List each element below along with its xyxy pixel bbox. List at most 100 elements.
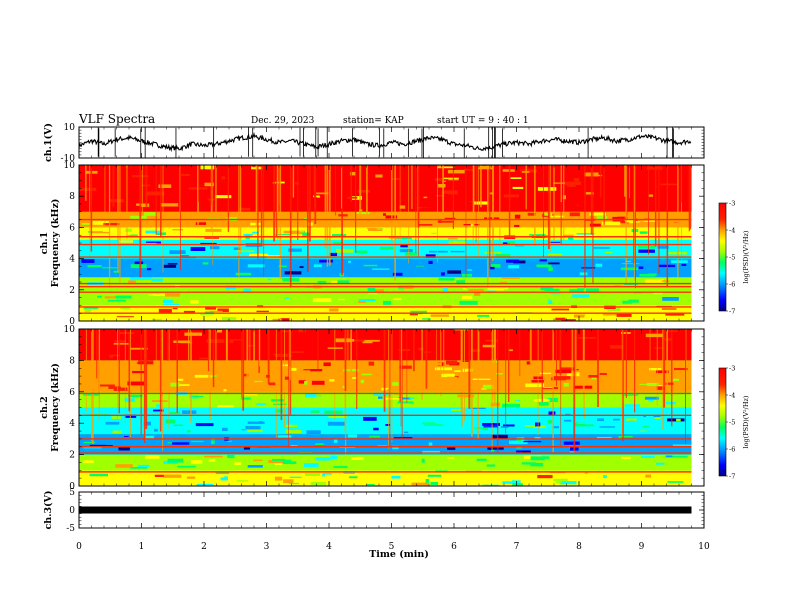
header-date: Dec. 29, 2023 <box>251 116 315 126</box>
spectrogram-speckle <box>489 446 504 450</box>
spectrogram-speckle <box>495 254 511 258</box>
ch2-spectrogram-panel: 0 2 4 6 8 10 ch.2Frequency (kHz) <box>39 325 705 492</box>
spectrogram-speckle <box>552 426 559 429</box>
spectrogram-speckle <box>639 274 656 277</box>
spectrogram-sferic <box>345 329 347 455</box>
x-tick-label: 10 <box>698 542 710 552</box>
spectrogram-speckle <box>333 242 343 244</box>
spectrogram-speckle <box>418 347 424 351</box>
spectrogram-speckle <box>201 176 209 180</box>
spectrogram-speckle <box>287 243 292 245</box>
colorbar-label: log(PSD)(V²/Hz) <box>742 395 750 448</box>
spectrogram-sferic <box>284 329 285 428</box>
spectrogram-speckle <box>525 383 545 388</box>
spectrogram-speckle <box>349 476 358 479</box>
spectrogram-speckle <box>217 423 230 427</box>
spectrogram-speckle <box>428 260 433 264</box>
spectrogram-speckle <box>584 472 589 474</box>
time-axis: 0 1 2 3 4 5 6 7 8 9 10 <box>76 542 710 552</box>
spectrogram-speckle <box>83 446 102 449</box>
spectrogram-speckle <box>548 300 553 304</box>
spectrogram-speckle <box>130 215 147 220</box>
spectrogram-speckle <box>623 394 639 396</box>
spectrogram-speckle <box>250 222 261 226</box>
spectrogram-speckle <box>282 364 289 367</box>
spectrogram-sferic <box>399 329 401 402</box>
y-tick-label: 10 <box>64 123 76 133</box>
spectrogram-speckle <box>163 304 180 306</box>
spectrogram-sferic <box>408 165 409 264</box>
x-tick-label: 9 <box>639 542 645 552</box>
spectrogram-speckle <box>454 370 467 372</box>
spectrogram-speckle <box>182 410 197 414</box>
spectrogram-sferic <box>159 329 162 432</box>
spectrogram-speckle <box>529 202 547 204</box>
spectrogram-speckle <box>399 205 406 209</box>
spectrogram-speckle <box>128 205 142 209</box>
spectrogram-sferic <box>117 329 118 423</box>
spectrogram-speckle <box>567 184 576 187</box>
spectrogram-speckle <box>514 245 532 247</box>
spectrogram-sferic <box>461 329 463 427</box>
spectrogram-sferic <box>145 165 148 208</box>
spectrogram-sferic <box>215 329 217 390</box>
spectrogram-sferic <box>685 329 686 445</box>
spectrogram-sferic <box>176 329 178 413</box>
spectrogram-speckle <box>638 266 644 269</box>
spectrogram-speckle <box>579 272 588 276</box>
spectrogram-speckle <box>581 267 596 269</box>
spectrogram-speckle <box>167 458 184 463</box>
y-tick-label: 0 <box>69 482 75 492</box>
spectrogram-speckle <box>446 360 458 365</box>
spectrogram-speckle <box>523 440 542 443</box>
spectrogram-sferic <box>574 329 577 386</box>
spectrogram-speckle <box>466 428 483 431</box>
spectrogram-speckle <box>577 288 585 290</box>
spectrogram-speckle <box>163 474 182 478</box>
spectrogram-speckle <box>500 244 504 247</box>
ch1-waveform-panel: 10 -10 ch.1(V) <box>43 123 705 164</box>
spectrogram-speckle <box>363 382 373 386</box>
spectrogram-speckle <box>204 237 219 239</box>
spectrogram-speckle <box>548 267 553 272</box>
spectrogram-speckle <box>361 373 372 376</box>
spectrogram-speckle <box>385 398 403 400</box>
colorbar-tick-label: -7 <box>729 473 735 481</box>
spectrogram-speckle <box>484 217 500 220</box>
y-tick-label: 5 <box>69 488 75 498</box>
spectrogram-sferic <box>212 165 214 265</box>
spectrogram-speckle <box>109 355 113 359</box>
spectrogram-speckle <box>629 220 636 224</box>
spectrogram-sferic <box>556 329 557 387</box>
spectrogram-sferic <box>625 165 627 283</box>
spectrogram-speckle <box>611 355 624 359</box>
spectrogram-speckle <box>461 368 474 372</box>
spectrogram-speckle <box>444 217 456 219</box>
spectrogram-speckle <box>660 183 678 186</box>
spectrogram-speckle <box>285 297 290 299</box>
spectrogram-sferic <box>344 329 347 392</box>
spectrogram-speckle <box>509 440 528 445</box>
spectrogram-speckle <box>209 310 223 313</box>
spectrogram-speckle <box>589 212 606 216</box>
spectrogram-speckle <box>172 307 178 310</box>
y-axis-label: ch.3(V) <box>43 491 54 530</box>
spectrogram-speckle <box>674 368 688 371</box>
spectrogram-sferic <box>497 329 499 453</box>
spectrogram-speckle <box>409 278 424 282</box>
spectrogram-speckle <box>538 402 549 406</box>
spectrogram-band <box>79 285 692 306</box>
spectrogram-speckle <box>197 412 209 416</box>
spectrogram-sferic <box>350 329 352 378</box>
spectrogram-speckle <box>438 277 455 281</box>
spectrogram-speckle <box>539 280 552 282</box>
spectrogram-speckle <box>585 421 604 425</box>
spectrogram-speckle <box>315 457 331 461</box>
spectrogram-speckle <box>547 419 552 424</box>
spectrogram-speckle <box>666 401 676 405</box>
spectrogram-speckle <box>152 400 168 402</box>
colorbar-tick-label: -6 <box>729 281 735 289</box>
spectrogram-sferic <box>180 165 181 271</box>
spectrogram-speckle <box>499 281 507 284</box>
